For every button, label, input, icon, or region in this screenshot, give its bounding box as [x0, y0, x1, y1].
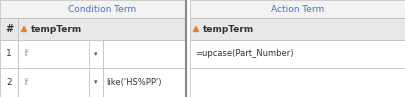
Text: If: If [23, 78, 28, 87]
Text: ▾: ▾ [94, 51, 98, 57]
Bar [18, 18, 186, 40]
Bar [18, 68, 103, 97]
Bar [18, 40, 103, 68]
Text: Condition Term: Condition Term [68, 4, 136, 13]
Text: like('HS%PP'): like('HS%PP') [106, 78, 162, 87]
Text: 2: 2 [6, 78, 12, 87]
Text: tempTerm: tempTerm [203, 25, 254, 33]
Bar [0, 0, 186, 18]
Bar [103, 68, 186, 97]
Bar [190, 0, 405, 18]
Polygon shape [194, 26, 198, 32]
Text: #: # [5, 24, 13, 34]
Bar [190, 68, 405, 97]
Bar [190, 18, 405, 40]
Text: tempTerm: tempTerm [31, 25, 82, 33]
Bar [0, 40, 18, 68]
Text: =upcase(Part_Number): =upcase(Part_Number) [195, 49, 294, 58]
Text: If: If [23, 49, 28, 58]
Polygon shape [21, 26, 26, 32]
Bar [0, 68, 18, 97]
Bar [0, 18, 18, 40]
Bar [190, 40, 405, 68]
Bar [103, 40, 186, 68]
Text: Action Term: Action Term [271, 4, 324, 13]
Text: 1: 1 [6, 49, 12, 58]
Text: ▾: ▾ [94, 80, 98, 85]
